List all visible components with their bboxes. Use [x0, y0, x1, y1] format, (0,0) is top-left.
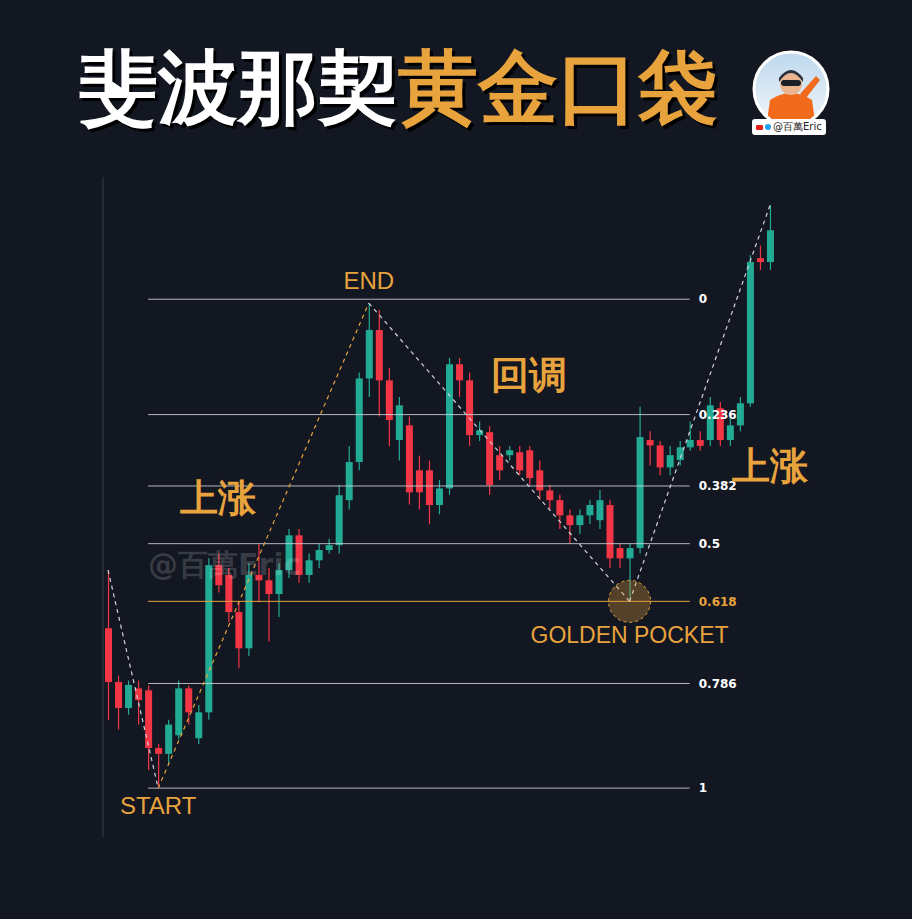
svg-text:上涨: 上涨: [732, 444, 809, 488]
html-text:@百萬Eric: @百萬Eric: [773, 121, 822, 132]
svg-text:上涨: 上涨: [180, 476, 257, 520]
svg-text:0.786: 0.786: [699, 677, 737, 691]
svg-text:0.5: 0.5: [699, 537, 720, 551]
svg-text:START: START: [120, 792, 197, 819]
svg-text:回调: 回调: [491, 353, 567, 397]
html-text:斐波那契黄金口袋: 斐波那契黄金口袋: [78, 41, 718, 134]
svg-text:1: 1: [699, 781, 707, 795]
html-text:@百萬Eric: @百萬Eric: [148, 547, 302, 582]
svg-text:0.236: 0.236: [699, 408, 737, 422]
svg-text:0: 0: [699, 292, 707, 306]
svg-text:0.618: 0.618: [699, 595, 737, 609]
svg-text:GOLDEN POCKET: GOLDEN POCKET: [531, 622, 729, 648]
svg-text:0.382: 0.382: [698, 479, 737, 494]
svg-text:END: END: [343, 267, 394, 294]
